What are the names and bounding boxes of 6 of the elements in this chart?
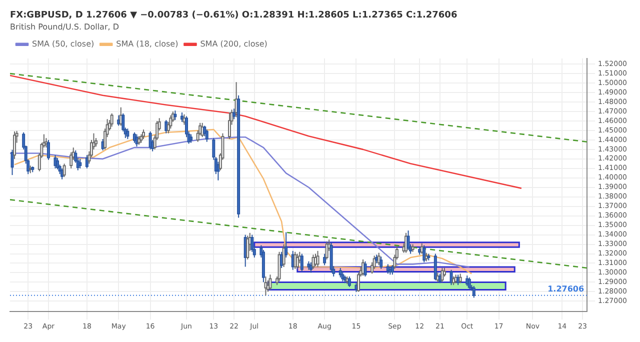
legend-label: SMA (18, close) (116, 39, 178, 48)
ref-line-label: 1.27606 (548, 284, 584, 294)
legend-label: SMA (200, close) (200, 39, 268, 48)
chart-title: FX:GBPUSD, D 1.27606 ▼ −0.00783 (−0.61%) O:1.28391 H:1.28605 L:1.27365 C:1.27606 (10, 10, 458, 21)
legend-label: SMA (50, close) (32, 39, 94, 48)
chart-subtitle: British Pound/U.S. Dollar, D (10, 22, 119, 32)
